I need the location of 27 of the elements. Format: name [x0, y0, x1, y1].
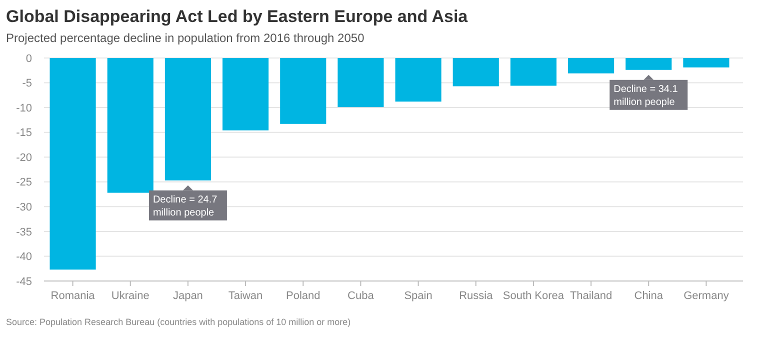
x-tick-label: Taiwan — [228, 290, 263, 302]
y-tick-label: -35 — [16, 226, 32, 238]
x-tick-label: Cuba — [348, 290, 375, 302]
y-tick-label: -20 — [16, 152, 32, 164]
annotation: Decline = 24.7 million people — [152, 194, 218, 218]
chart-title: Global Disappearing Act Led by Eastern Europe and Asia — [6, 7, 468, 26]
x-tick-label: Romania — [50, 290, 96, 302]
y-tick-label: -10 — [16, 102, 32, 114]
chart-subtitle: Projected percentage decline in population from 2016 through 2050 — [6, 31, 365, 45]
y-tick-label: 0 — [26, 52, 32, 65]
x-tick-label: Poland — [286, 290, 320, 302]
x-tick-label: Germany — [684, 290, 730, 302]
x-tick-label: Ukraine — [111, 290, 150, 302]
x-tick-label: China — [634, 290, 664, 302]
y-tick-label: -25 — [16, 176, 32, 189]
x-tick-label: Japan — [172, 290, 203, 302]
y-tick-label: -5 — [22, 78, 32, 90]
y-tick-label: -45 — [16, 276, 32, 288]
annotation: Decline = 34.1 million people — [614, 84, 678, 108]
y-tick-label: -40 — [16, 251, 32, 264]
source-note: Source: Population Research Bureau (countries with populations of 10 million or more) — [6, 317, 351, 327]
x-tick-label: Spain — [404, 290, 432, 302]
x-tick-label: South Korea — [502, 290, 565, 302]
x-tick-label: Russia — [459, 290, 494, 302]
y-tick-label: -30 — [16, 202, 32, 214]
x-tick-label: Thailand — [570, 290, 612, 302]
y-tick-label: -15 — [16, 127, 32, 140]
